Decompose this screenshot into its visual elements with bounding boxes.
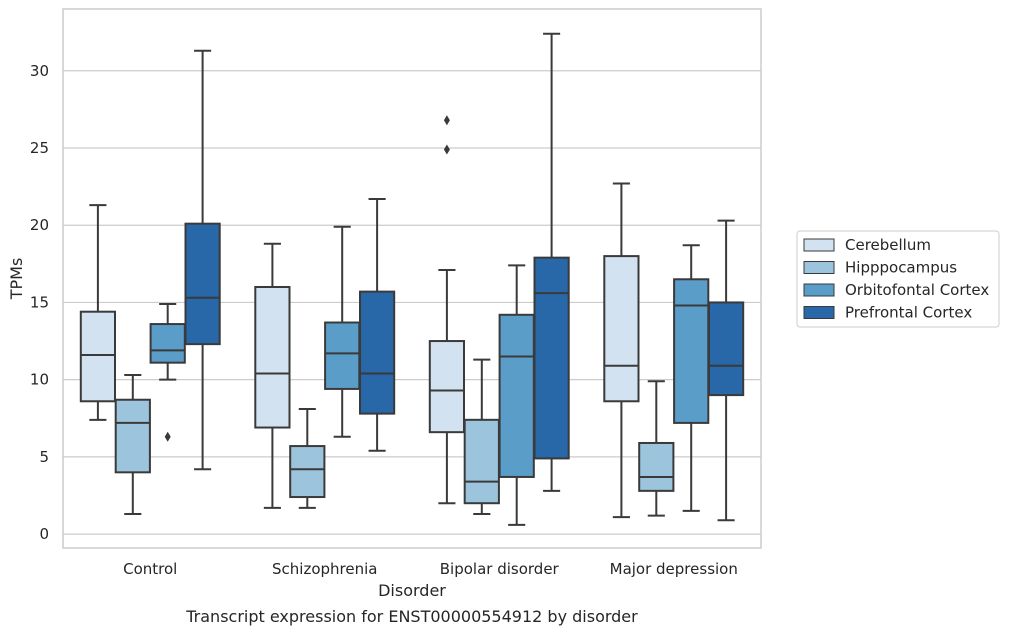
gridlines bbox=[63, 70, 761, 535]
iqr-box bbox=[707, 301, 745, 397]
box-cerebellum bbox=[254, 242, 291, 509]
legend-label: Orbitofontal Cortex bbox=[845, 281, 989, 299]
y-tick-label: 30 bbox=[30, 62, 49, 80]
box-orbitofontal-cortex bbox=[498, 264, 535, 526]
x-tick-label: Schizophrenia bbox=[272, 560, 377, 578]
outlier-point bbox=[443, 115, 450, 126]
legend-swatch bbox=[803, 283, 835, 297]
iqr-box bbox=[114, 398, 151, 474]
iqr-box bbox=[324, 321, 361, 390]
box-prefrontal-cortex bbox=[707, 219, 745, 522]
box-orbitofontal-cortex bbox=[149, 302, 186, 442]
iqr-box bbox=[533, 256, 570, 460]
y-axis-label: TPMs bbox=[7, 258, 26, 301]
iqr-box bbox=[358, 290, 396, 415]
iqr-box bbox=[254, 285, 291, 429]
plot-frame bbox=[62, 8, 762, 549]
legend-label: Hipppocampus bbox=[845, 259, 957, 277]
y-tick-label: 5 bbox=[39, 448, 49, 466]
y-tick-label: 20 bbox=[30, 216, 49, 234]
outlier-point bbox=[443, 144, 450, 155]
x-tick-label: Control bbox=[123, 560, 177, 578]
box-cerebellum bbox=[603, 182, 640, 519]
box-hipppocampus bbox=[463, 358, 500, 516]
x-tick-label: Major depression bbox=[610, 560, 738, 578]
y-tick-label: 10 bbox=[30, 371, 49, 389]
legend-label: Prefrontal Cortex bbox=[845, 304, 972, 322]
y-tick-label: 25 bbox=[30, 139, 49, 157]
y-tick-label: 15 bbox=[30, 293, 49, 311]
legend-frame bbox=[796, 230, 1000, 328]
legend: Cerebellum Hipppocampus Orbitofontal Corte… bbox=[796, 230, 1000, 328]
box-orbitofontal-cortex bbox=[673, 244, 710, 512]
y-tick-label: 0 bbox=[39, 525, 49, 543]
box-prefrontal-cortex bbox=[533, 32, 570, 492]
iqr-box bbox=[638, 441, 675, 492]
y-axis-ticks: 0 5 10 15 20 25 30 bbox=[30, 62, 49, 543]
iqr-box bbox=[673, 278, 710, 424]
iqr-box bbox=[289, 445, 326, 499]
box-hipppocampus bbox=[638, 380, 675, 517]
x-axis-label: Disorder bbox=[378, 581, 446, 600]
legend-swatch bbox=[803, 261, 835, 274]
legend-swatch bbox=[803, 238, 835, 252]
box-hipppocampus bbox=[114, 374, 151, 516]
box-orbitofontal-cortex bbox=[324, 225, 361, 438]
iqr-box bbox=[463, 418, 500, 505]
outlier-point bbox=[164, 431, 171, 442]
box-cerebellum bbox=[79, 204, 117, 421]
iqr-box bbox=[149, 323, 186, 364]
iqr-box bbox=[428, 340, 466, 434]
chart-caption: Transcript expression for ENST0000055491… bbox=[185, 607, 638, 626]
legend-swatch bbox=[803, 306, 835, 319]
iqr-box bbox=[79, 310, 117, 403]
box-hipppocampus bbox=[289, 408, 326, 509]
legend-label: Cerebellum bbox=[845, 236, 931, 254]
x-tick-label: Bipolar disorder bbox=[440, 560, 560, 578]
box-prefrontal-cortex bbox=[184, 49, 221, 471]
box-prefrontal-cortex bbox=[358, 197, 396, 452]
iqr-box bbox=[184, 222, 221, 346]
iqr-box bbox=[603, 255, 640, 403]
x-axis-ticks: Control Schizophrenia Bipolar disorder Majo… bbox=[123, 560, 738, 578]
box-plot-series bbox=[79, 32, 745, 526]
box-cerebellum bbox=[428, 115, 466, 505]
iqr-box bbox=[498, 313, 535, 478]
